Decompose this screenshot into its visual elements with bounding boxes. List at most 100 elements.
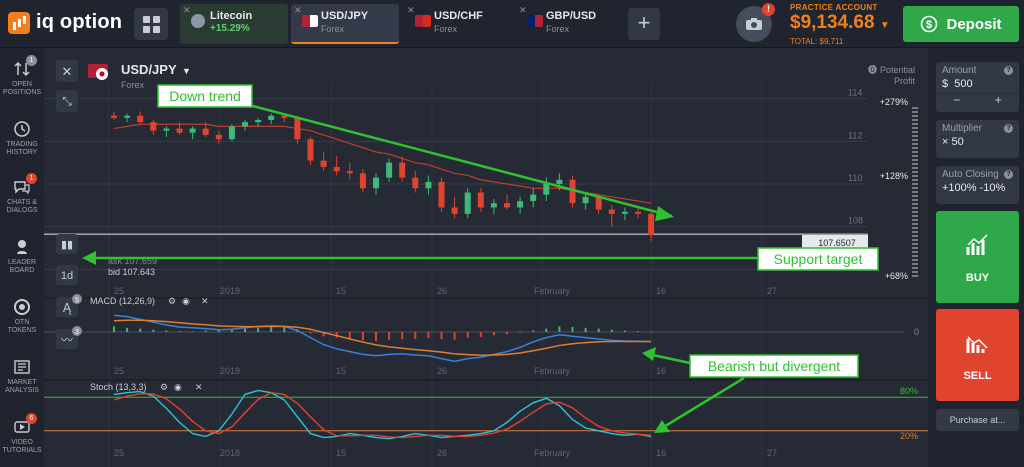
close-tab-icon[interactable]: ✕	[183, 5, 191, 16]
price-chart[interactable]: 1141121101081062520181526February1627252…	[44, 48, 928, 467]
all-assets-button[interactable]	[134, 8, 168, 40]
sidebar-item-market-analysis[interactable]: MARKET ANALYSIS	[0, 358, 44, 395]
sidebar-item-trading-history[interactable]: TRADING HISTORY	[0, 120, 44, 157]
left-sidebar: 1 OPEN POSITIONS TRADING HISTORY 1 CHATS…	[0, 48, 44, 467]
macd-bar	[401, 332, 403, 339]
macd-bar	[113, 326, 115, 332]
tab-label: GBP/USD	[546, 10, 624, 23]
purchase-at-button[interactable]: Purchase at...	[936, 409, 1019, 431]
sidebar-label: DIALOGS	[0, 207, 44, 215]
candle	[583, 197, 589, 203]
macd-bar	[650, 331, 652, 332]
balance-amount: $9,134.68 ▼	[790, 12, 894, 37]
candle	[635, 212, 641, 214]
amount-stepper[interactable]: − +	[936, 93, 1019, 106]
deposit-button[interactable]: $ Deposit	[903, 6, 1019, 42]
balance-selector[interactable]: PRACTICE ACCOUNT $9,134.68 ▼ TOTAL: $9,7…	[790, 3, 894, 46]
help-icon[interactable]: ?	[1004, 66, 1013, 75]
x-tick-label: 16	[656, 286, 666, 296]
chart-area[interactable]: 1141121101081062520181526February1627252…	[44, 48, 928, 467]
x-tick-label: 25	[114, 286, 124, 296]
screenshot-button[interactable]: !	[736, 6, 772, 42]
macd-bar	[558, 326, 560, 332]
sidebar-item-video-tutorials[interactable]: 6 VIDEO TUTORIALS	[0, 418, 44, 455]
y-tick-label: 108	[848, 216, 863, 226]
auto-closing-value[interactable]: +100% -10%	[936, 180, 1019, 194]
divergence-arrow-line	[662, 378, 744, 428]
buy-label: BUY	[936, 272, 1019, 284]
multiplier-box[interactable]: Multiplier ? × 50	[936, 120, 1019, 158]
eye-icon[interactable]: ◉	[182, 297, 190, 307]
amount-box[interactable]: Amount ? $ 500 − +	[936, 62, 1019, 112]
sidebar-item-chats[interactable]: 1 CHATS & DIALOGS	[0, 178, 44, 215]
tab-sub: Forex	[321, 23, 399, 35]
logo[interactable]: iq option	[8, 11, 122, 34]
candle	[596, 197, 602, 210]
timeframe-label: 1d	[61, 270, 73, 282]
flag-usd-jpy-icon	[302, 15, 318, 27]
balance-total: TOTAL: $9,711	[790, 37, 894, 46]
help-icon[interactable]: ?	[1004, 170, 1013, 179]
chevron-down-icon: ▼	[182, 66, 191, 76]
macd-bar	[244, 329, 246, 332]
sidebar-item-leader-board[interactable]: LEADER BOARD	[0, 238, 44, 275]
sidebar-item-open-positions[interactable]: 1 OPEN POSITIONS	[0, 60, 44, 97]
auto-closing-box[interactable]: Auto Closing ? +100% -10%	[936, 166, 1019, 204]
settings-icon[interactable]: ⚙	[168, 297, 176, 307]
candle	[190, 129, 196, 133]
candle	[465, 193, 471, 214]
indicators-icon: Ą	[63, 301, 72, 315]
tab-usd-jpy[interactable]: ✕ USD/JPY Forex	[291, 4, 399, 44]
x-tick-label: 2018	[220, 286, 240, 296]
macd-bar	[598, 329, 600, 332]
stoch-level-20: 20%	[900, 431, 918, 441]
add-tab-button[interactable]: +	[628, 8, 660, 40]
macd-bar	[519, 332, 521, 333]
close-tab-icon[interactable]: ✕	[294, 5, 302, 16]
macd-bar	[362, 332, 364, 340]
chevron-down-icon: ▼	[880, 20, 890, 31]
help-icon[interactable]: ?	[1004, 124, 1013, 133]
macd-bar	[414, 332, 416, 339]
sidebar-label: VIDEO	[0, 439, 44, 447]
tab-label: USD/CHF	[434, 10, 512, 23]
candle	[491, 203, 497, 207]
eye-icon[interactable]: ◉	[174, 383, 182, 393]
minus-button[interactable]: −	[936, 94, 978, 106]
candle	[321, 161, 327, 167]
x-tick-label: February	[534, 286, 571, 296]
pencil-icon: 〰	[61, 333, 73, 347]
settings-icon[interactable]: ⚙	[160, 383, 168, 393]
macd-bar	[467, 332, 469, 338]
sidebar-label: OTN	[0, 319, 44, 327]
macd-bar	[637, 331, 639, 332]
x-tick-label: 15	[336, 286, 346, 296]
close-tab-icon[interactable]: ✕	[519, 5, 527, 16]
multiplier-value[interactable]: × 50	[936, 134, 1019, 148]
buy-button[interactable]: BUY	[936, 211, 1019, 303]
candle	[150, 122, 156, 131]
plus-button[interactable]: +	[978, 94, 1020, 106]
close-icon[interactable]: ✕	[201, 297, 209, 307]
trend-down-icon	[965, 331, 991, 357]
badge: 6	[26, 413, 37, 424]
bid-price: bid 107.643	[108, 267, 155, 277]
potential-profit-label: Potential	[880, 65, 915, 75]
sell-button[interactable]: SELL	[936, 309, 1019, 401]
sidebar-item-otn-tokens[interactable]: OTN TOKENS	[0, 298, 44, 335]
logo-text: iq option	[36, 11, 122, 34]
close-icon[interactable]: ✕	[195, 383, 203, 393]
x-tick-label: 2018	[220, 366, 240, 376]
tab-usd-chf[interactable]: ✕ USD/CHF Forex	[404, 4, 512, 44]
candle	[177, 129, 183, 133]
macd-bar	[611, 330, 613, 332]
x-tick-label: 2018	[220, 448, 240, 458]
tab-label: Litecoin	[210, 10, 288, 23]
macd-bar	[152, 330, 154, 332]
tab-litecoin[interactable]: ✕ Litecoin +15.29%	[180, 4, 288, 44]
signal-line	[114, 320, 651, 355]
balance-value: $9,134.68	[790, 12, 875, 33]
amount-input[interactable]: $ 500	[936, 76, 1019, 90]
tab-gbp-usd[interactable]: ✕ GBP/USD Forex	[516, 4, 624, 44]
close-tab-icon[interactable]: ✕	[407, 5, 415, 16]
